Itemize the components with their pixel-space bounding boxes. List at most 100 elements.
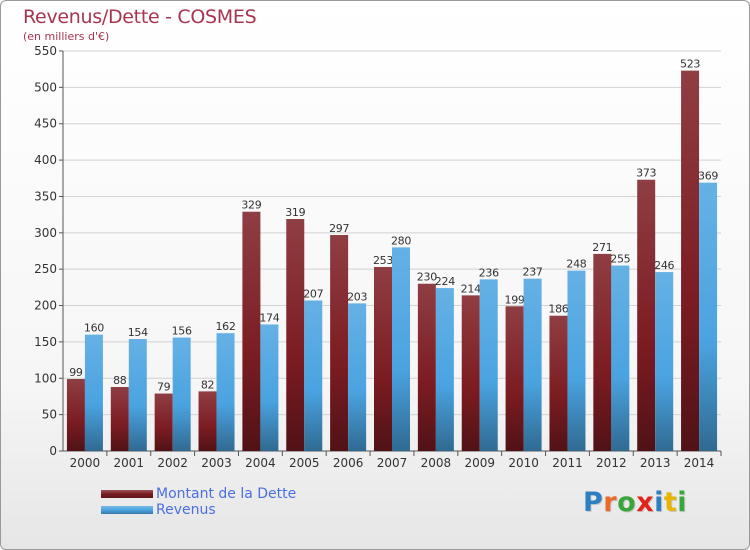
data-label: 207 xyxy=(303,287,323,300)
data-label: 154 xyxy=(128,326,148,339)
bar-revenus xyxy=(479,279,498,451)
bar-revenus xyxy=(567,270,586,451)
data-label: 280 xyxy=(391,234,411,247)
bar-dette xyxy=(242,211,261,451)
bar-revenus xyxy=(84,334,103,451)
data-label: 214 xyxy=(461,282,481,295)
x-tick-label: 2009 xyxy=(464,456,495,470)
legend-swatch-dette xyxy=(101,490,153,498)
bar-dette xyxy=(374,267,392,451)
bar-dette xyxy=(110,387,129,451)
bar-dette xyxy=(461,295,480,451)
bar-revenus xyxy=(435,288,454,451)
chart-subtitle: (en milliers d'€) xyxy=(23,30,110,43)
x-tick-label: 2002 xyxy=(157,456,188,470)
logo-letter: P xyxy=(583,487,604,518)
bar-dette xyxy=(505,306,524,451)
legend-label-dette: Montant de la Dette xyxy=(156,486,297,502)
bar-dette xyxy=(66,379,85,451)
legend-swatch-revenus xyxy=(101,506,153,514)
data-label: 237 xyxy=(523,266,543,279)
data-label: 162 xyxy=(215,320,235,333)
bar-dette xyxy=(198,391,217,451)
y-tick-label: 350 xyxy=(34,189,57,203)
bar-dette xyxy=(286,219,305,451)
data-label: 156 xyxy=(172,325,192,338)
bar-dette xyxy=(681,70,700,452)
data-label: 246 xyxy=(654,259,674,272)
y-tick-label: 400 xyxy=(34,153,57,167)
x-tick-label: 2003 xyxy=(201,456,232,470)
y-tick-label: 250 xyxy=(34,262,57,276)
bar-dette xyxy=(549,315,568,451)
proxiti-logo: Proxiti xyxy=(583,487,687,518)
data-label: 174 xyxy=(259,311,279,324)
chart-title: Revenus/Dette - COSMES xyxy=(23,6,257,28)
bar-revenus xyxy=(216,333,235,451)
data-label: 79 xyxy=(157,381,171,394)
y-tick-label: 100 xyxy=(34,371,57,385)
data-label: 160 xyxy=(84,322,104,335)
logo-letter: i xyxy=(677,487,688,518)
data-label: 329 xyxy=(241,199,261,212)
data-label: 236 xyxy=(479,266,499,279)
x-tick-label: 2007 xyxy=(377,456,408,470)
y-tick-label: 300 xyxy=(34,226,57,240)
y-tick-label: 550 xyxy=(34,44,57,58)
bar-revenus xyxy=(523,278,542,451)
data-label: 523 xyxy=(680,58,700,71)
data-label: 99 xyxy=(69,366,83,379)
bar-dette xyxy=(637,179,656,451)
x-tick-label: 2010 xyxy=(508,456,539,470)
y-tick-label: 500 xyxy=(34,80,57,94)
data-label: 319 xyxy=(285,206,305,219)
y-tick-label: 450 xyxy=(34,117,57,131)
logo-letter: i xyxy=(654,487,664,518)
bar-revenus xyxy=(699,182,718,452)
bar-dette xyxy=(330,235,349,451)
data-label: 88 xyxy=(113,374,127,387)
legend-label-revenus: Revenus xyxy=(156,502,216,518)
data-label: 199 xyxy=(505,293,525,306)
bar-dette xyxy=(154,393,173,451)
x-tick-label: 2011 xyxy=(552,456,583,470)
data-label: 224 xyxy=(435,275,455,288)
bar-dette xyxy=(593,253,612,451)
data-label: 82 xyxy=(201,378,214,391)
x-tick-label: 2005 xyxy=(289,456,320,470)
data-label: 186 xyxy=(548,303,568,316)
bar-revenus xyxy=(260,324,279,451)
data-label: 230 xyxy=(417,271,437,284)
x-tick-label: 2013 xyxy=(640,456,671,470)
logo-letter: o xyxy=(617,487,637,518)
x-tick-label: 2004 xyxy=(245,456,276,470)
y-tick-label: 200 xyxy=(34,299,57,313)
x-tick-label: 2006 xyxy=(333,456,364,470)
bar-revenus xyxy=(304,300,323,451)
logo-letter: x xyxy=(636,487,655,518)
bar-revenus xyxy=(655,272,674,451)
bar-revenus xyxy=(348,303,367,451)
logo-letter: t xyxy=(663,487,678,518)
x-tick-label: 2001 xyxy=(114,456,145,470)
x-tick-label: 2012 xyxy=(596,456,627,470)
bar-revenus xyxy=(392,247,410,451)
bar-revenus xyxy=(128,339,147,451)
data-label: 253 xyxy=(373,254,393,267)
data-label: 297 xyxy=(329,222,349,235)
data-label: 255 xyxy=(610,253,630,266)
bar-revenus xyxy=(172,337,191,451)
data-label: 373 xyxy=(636,167,656,180)
y-tick-label: 150 xyxy=(34,335,57,349)
x-tick-label: 2008 xyxy=(421,456,452,470)
bar-revenus xyxy=(611,265,630,451)
y-tick-label: 50 xyxy=(42,408,57,422)
x-tick-label: 2000 xyxy=(70,456,101,470)
logo-letter: r xyxy=(603,487,618,518)
x-tick-label: 2014 xyxy=(684,456,715,470)
y-tick-label: 0 xyxy=(49,444,57,458)
data-label: 271 xyxy=(592,241,612,254)
data-label: 203 xyxy=(347,290,367,303)
